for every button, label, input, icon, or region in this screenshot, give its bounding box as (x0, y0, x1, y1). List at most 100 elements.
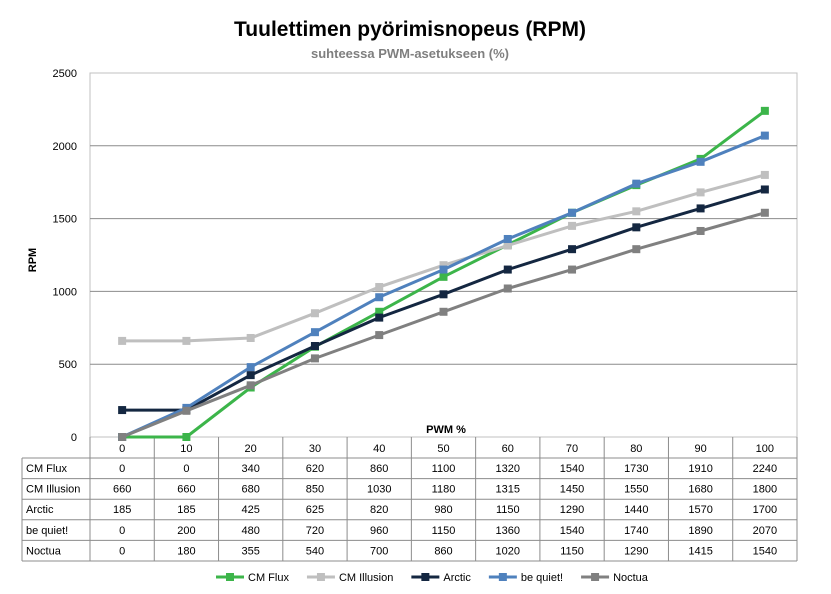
legend-label: Arctic (443, 572, 471, 584)
table-cell: 1320 (496, 463, 520, 475)
data-point (760, 170, 769, 179)
legend-swatch-marker (421, 573, 430, 581)
data-point (696, 157, 705, 166)
data-point (118, 336, 127, 345)
table-cell: 0 (119, 545, 125, 557)
series-cm-illusion (118, 170, 769, 345)
table-cell: 1800 (753, 484, 777, 496)
table-cell: 860 (370, 463, 388, 475)
table-cell: 540 (306, 545, 324, 557)
table-cell: 960 (370, 525, 388, 537)
data-point (760, 106, 769, 115)
table-cell: 1680 (688, 484, 712, 496)
legend-item: be quiet! (488, 572, 563, 584)
table-cell: 1740 (624, 525, 648, 537)
table-cell: 1030 (367, 484, 391, 496)
data-point (503, 284, 512, 293)
legend-label: be quiet! (521, 572, 563, 584)
data-point (375, 283, 384, 292)
x-tick-label: 60 (502, 443, 514, 455)
legend-item: Arctic (411, 572, 471, 584)
table-cell: 1540 (560, 525, 584, 537)
table-cell: 1150 (560, 545, 584, 557)
table-cell: 980 (434, 504, 452, 516)
x-tick-label: 20 (245, 443, 257, 455)
data-point (246, 333, 255, 342)
table-cell: 1100 (432, 463, 456, 475)
data-point (568, 208, 577, 217)
y-tick-label: 1000 (53, 286, 77, 298)
chart-title: Tuulettimen pyörimisnopeus (RPM) (234, 18, 586, 41)
data-point (568, 265, 577, 274)
table-cell: 1150 (432, 525, 456, 537)
table-cell: 1180 (432, 484, 456, 496)
data-point (246, 371, 255, 380)
table-cell: 1550 (624, 484, 648, 496)
data-point (760, 131, 769, 140)
y-tick-label: 500 (59, 359, 77, 371)
table-cell: 1290 (624, 545, 648, 557)
data-point (503, 241, 512, 250)
table-cell: 1450 (560, 484, 584, 496)
table-cell: 1440 (624, 504, 648, 516)
data-point (439, 261, 448, 270)
table-cell: 185 (113, 504, 131, 516)
table-cell: 2240 (753, 463, 777, 475)
table-row-label: Noctua (26, 545, 62, 557)
table-cell: 1360 (496, 525, 520, 537)
data-point (568, 245, 577, 254)
table-cell: 720 (306, 525, 324, 537)
legend-swatch-marker (591, 573, 600, 581)
table-cell: 480 (242, 525, 260, 537)
legend: CM Flux CM Illusion Arctic be quiet! Noctua (216, 572, 649, 584)
x-tick-label: 10 (180, 443, 192, 455)
data-point (310, 328, 319, 337)
table-cell: 1020 (496, 545, 520, 557)
data-point (760, 185, 769, 194)
table-cell: 1415 (688, 545, 712, 557)
y-axis: 0 500 1000 1500 2000 2500 (53, 68, 77, 444)
data-point (375, 293, 384, 302)
x-tick-label: 90 (694, 443, 706, 455)
data-point (632, 223, 641, 232)
x-tick-label: 70 (566, 443, 578, 455)
data-point (632, 245, 641, 254)
legend-label: Noctua (613, 572, 649, 584)
table-cell: 1730 (624, 463, 648, 475)
table-cell: 185 (177, 504, 195, 516)
table-cell: 340 (242, 463, 260, 475)
data-point (760, 208, 769, 217)
legend-label: CM Illusion (339, 572, 393, 584)
table-row-label: CM Illusion (26, 484, 80, 496)
table-cell: 1540 (753, 545, 777, 557)
table-cell: 0 (119, 463, 125, 475)
data-point (246, 381, 255, 390)
data-point (439, 290, 448, 299)
data-point (503, 265, 512, 274)
legend-item: CM Illusion (306, 572, 393, 584)
data-point (118, 406, 127, 415)
series-noctua (118, 208, 769, 441)
table-cell: 2070 (753, 525, 777, 537)
data-point (632, 179, 641, 188)
data-point (632, 207, 641, 216)
data-point (696, 188, 705, 197)
data-point (375, 313, 384, 322)
data-point (246, 363, 255, 372)
y-tick-label: 2500 (53, 68, 77, 80)
table-cell: 700 (370, 545, 388, 557)
legend-item: CM Flux (216, 572, 289, 584)
data-point (375, 307, 384, 316)
table-cell: 1290 (560, 504, 584, 516)
table-cell: 1150 (496, 504, 520, 516)
table-cell: 0 (119, 525, 125, 537)
x-tick-label: 50 (437, 443, 449, 455)
table-cell: 625 (306, 504, 324, 516)
table-cell: 820 (370, 504, 388, 516)
legend-label: CM Flux (248, 572, 289, 584)
x-axis-label: PWM % (426, 424, 466, 436)
table-cell: 1910 (688, 463, 712, 475)
series-lines (118, 106, 769, 441)
y-axis-label: RPM (27, 248, 39, 272)
